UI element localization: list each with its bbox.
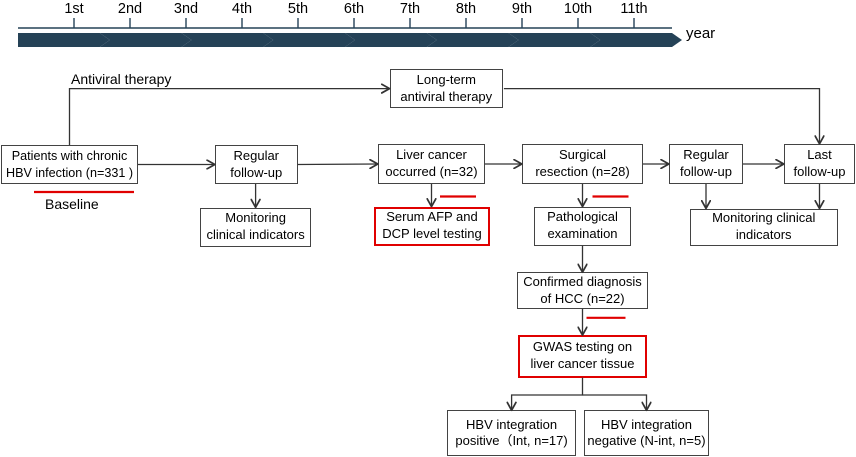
svg-text:2nd: 2nd bbox=[118, 1, 142, 17]
svg-text:6th: 6th bbox=[344, 1, 364, 17]
svg-text:7th: 7th bbox=[400, 1, 420, 17]
svg-text:year: year bbox=[686, 25, 715, 42]
svg-text:11th: 11th bbox=[620, 1, 647, 17]
svg-text:4th: 4th bbox=[232, 1, 252, 17]
svg-text:8th: 8th bbox=[456, 1, 476, 17]
svg-text:10th: 10th bbox=[564, 1, 592, 17]
svg-text:5th: 5th bbox=[288, 1, 308, 17]
svg-text:3nd: 3nd bbox=[174, 1, 198, 17]
svg-text:9th: 9th bbox=[512, 1, 532, 17]
svg-text:1st: 1st bbox=[64, 1, 83, 17]
